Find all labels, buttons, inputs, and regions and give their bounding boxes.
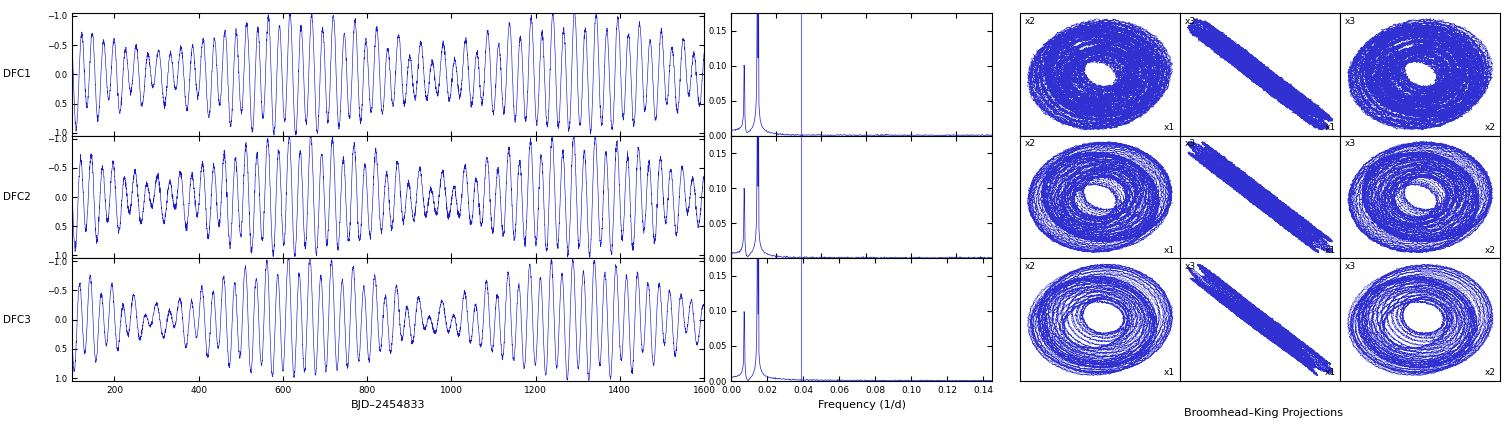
Text: x2: x2 xyxy=(1024,16,1036,26)
Text: x1: x1 xyxy=(1324,123,1336,132)
Text: x2: x2 xyxy=(1485,246,1496,255)
Text: x2: x2 xyxy=(1024,139,1036,149)
Text: x3: x3 xyxy=(1345,16,1356,26)
Text: x1: x1 xyxy=(1164,123,1175,132)
Text: x3: x3 xyxy=(1345,139,1356,149)
Y-axis label: DFC1: DFC1 xyxy=(3,69,30,79)
X-axis label: Frequency (1/d): Frequency (1/d) xyxy=(817,401,906,410)
Text: x1: x1 xyxy=(1164,246,1175,255)
Y-axis label: DFC2: DFC2 xyxy=(3,192,30,202)
Text: x3: x3 xyxy=(1185,262,1196,271)
Text: x3: x3 xyxy=(1185,16,1196,26)
X-axis label: BJD–2454833: BJD–2454833 xyxy=(351,401,425,410)
Text: Broomhead–King Projections: Broomhead–King Projections xyxy=(1184,408,1344,418)
Text: x2: x2 xyxy=(1485,123,1496,132)
Y-axis label: DFC3: DFC3 xyxy=(3,315,30,325)
Text: x1: x1 xyxy=(1164,368,1175,377)
Text: x1: x1 xyxy=(1324,246,1336,255)
Text: x2: x2 xyxy=(1024,262,1036,271)
Text: x2: x2 xyxy=(1485,368,1496,377)
Text: x1: x1 xyxy=(1324,368,1336,377)
Text: x3: x3 xyxy=(1185,139,1196,149)
Text: x3: x3 xyxy=(1345,262,1356,271)
